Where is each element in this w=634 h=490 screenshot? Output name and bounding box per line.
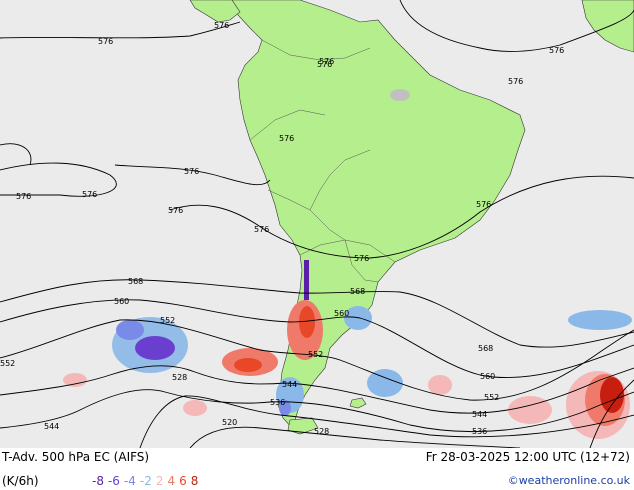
contour-label: 576 <box>184 167 199 176</box>
contour-label: 560 <box>334 309 349 318</box>
legend-entry: 6 <box>179 474 187 488</box>
legend-entry: -2 <box>139 474 152 488</box>
contour-label: 576 <box>168 206 183 215</box>
contour-lines <box>0 0 634 448</box>
contour-label: 552 <box>308 350 323 359</box>
falkland-islands <box>349 397 367 409</box>
contour-label: 568 <box>478 344 493 353</box>
map-svg: 576 576 576 576 576 576 576 576 576 576 … <box>0 0 634 448</box>
contour-label: 576 <box>98 37 113 46</box>
legend-entry: 8 <box>190 474 199 488</box>
contour-label: 576 <box>82 190 97 199</box>
contour-label: 576 <box>319 57 334 66</box>
map-panel: 576 576 576 576 576 576 576 576 576 576 … <box>0 0 634 448</box>
contour-label: 576 <box>214 21 229 30</box>
color-legend: -8 -6 -4 -2 2 4 6 8 <box>92 474 202 488</box>
contour-label: 576 <box>549 46 564 55</box>
legend-entry: 4 <box>167 474 176 488</box>
contour-label: 576 <box>317 60 332 69</box>
africa-land <box>581 0 634 53</box>
contour-label: 576 <box>508 77 523 86</box>
contour-label: 552 <box>484 393 499 402</box>
contour-label: 576 <box>354 254 369 263</box>
contour-label: 576 <box>279 134 294 143</box>
contour-label: 568 <box>350 287 365 296</box>
valid-datetime: Fr 28-03-2025 12:00 UTC (12+72) <box>425 450 630 464</box>
contour-label: 544 <box>44 422 59 431</box>
product-title: T-Adv. 500 hPa EC (AIFS) <box>2 450 150 464</box>
credit-link[interactable]: ©weatheronline.co.uk <box>507 474 630 487</box>
contour-label: 576 <box>254 225 269 234</box>
contour-label: 560 <box>480 372 495 381</box>
contour-label: 576 <box>16 192 31 201</box>
contour-label: 536 <box>472 427 487 436</box>
contour-label: 544 <box>472 410 487 419</box>
contour-label: 560 <box>114 297 129 306</box>
contour-label: 552 <box>0 359 15 368</box>
legend-entry: -6 <box>107 474 120 488</box>
legend-entry: 2 <box>155 474 164 488</box>
contour-label: 536 <box>270 398 285 407</box>
contour-label: 576 <box>476 200 491 209</box>
contour-label: 520 <box>222 418 237 427</box>
legend-entry: -8 <box>92 474 104 488</box>
map-footer: T-Adv. 500 hPa EC (AIFS) Fr 28-03-2025 1… <box>0 448 634 490</box>
contour-label-group: 576 576 576 576 576 576 576 576 576 576 … <box>0 21 564 436</box>
contour-label: 544 <box>282 380 297 389</box>
central-america-land <box>189 0 241 23</box>
contour-label: 528 <box>314 427 329 436</box>
country-borders <box>249 39 396 283</box>
contour-label: 552 <box>160 316 175 325</box>
contour-label: 528 <box>172 373 187 382</box>
unit-label: (K/6h) <box>2 474 39 488</box>
contour-label: 568 <box>128 277 143 286</box>
legend-entry: -4 <box>123 474 136 488</box>
